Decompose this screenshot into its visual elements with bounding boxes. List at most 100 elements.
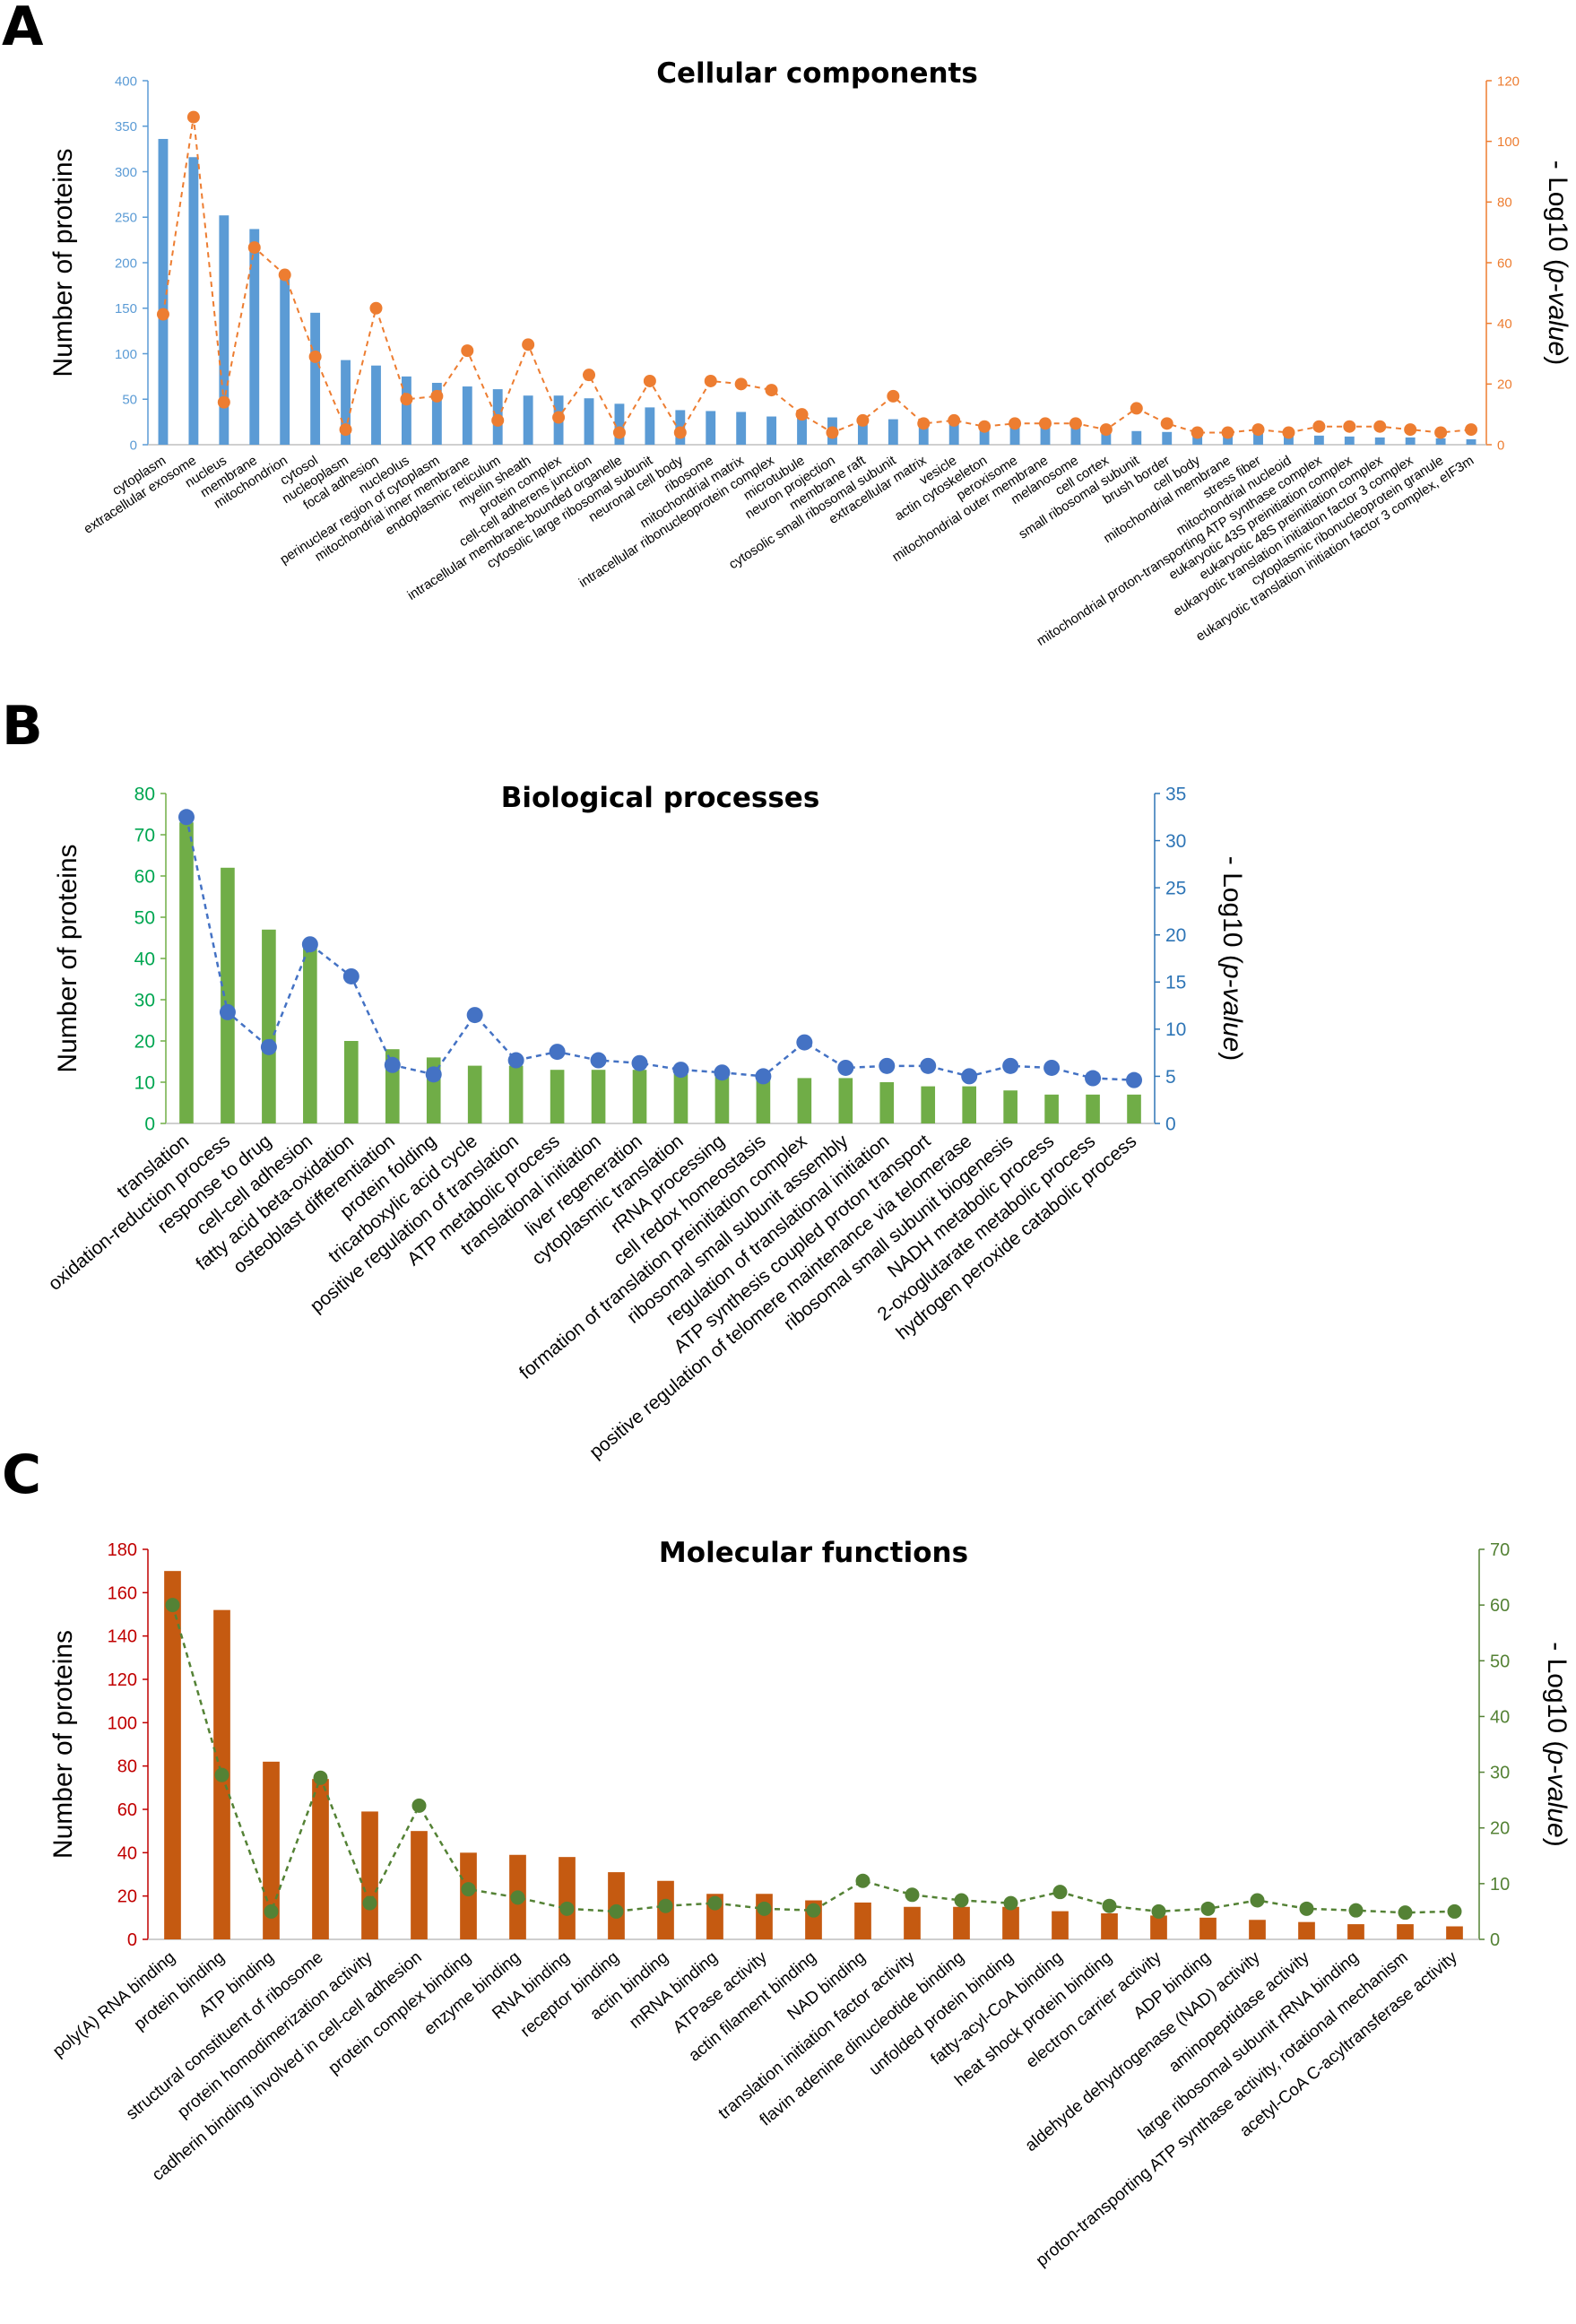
right-tick-label: 0 bbox=[1490, 1930, 1500, 1950]
pvalue-line bbox=[171, 1604, 1455, 1915]
left-tick-label: 20 bbox=[134, 1031, 155, 1052]
left-tick-label: 40 bbox=[117, 1843, 137, 1863]
right-tick-label: 30 bbox=[1165, 831, 1186, 852]
bar bbox=[645, 407, 655, 445]
pvalue-point bbox=[1398, 1905, 1413, 1921]
right-tick-label: 60 bbox=[1490, 1596, 1510, 1616]
pvalue-point bbox=[673, 426, 687, 439]
right-tick-label: 5 bbox=[1165, 1067, 1176, 1088]
right-tick-label: 0 bbox=[1165, 1114, 1176, 1134]
right-tick-label: 70 bbox=[1490, 1540, 1510, 1560]
bar bbox=[766, 416, 777, 445]
pvalue-point bbox=[491, 413, 505, 427]
pvalue-point bbox=[1343, 420, 1356, 433]
pvalue-point bbox=[795, 408, 809, 421]
pvalue-point bbox=[590, 1052, 607, 1069]
bar bbox=[467, 1065, 482, 1123]
pvalue-point bbox=[411, 1798, 427, 1813]
pvalue-point bbox=[522, 338, 535, 351]
right-tick-label: 20 bbox=[1497, 377, 1512, 393]
bar bbox=[219, 215, 229, 445]
pvalue-point bbox=[1200, 1901, 1216, 1916]
pvalue-point bbox=[948, 413, 961, 427]
bar bbox=[1002, 1906, 1019, 1939]
pvalue-point bbox=[1069, 417, 1082, 430]
left-tick-label: 50 bbox=[122, 393, 137, 408]
left-tick-label: 250 bbox=[115, 211, 137, 226]
bar bbox=[179, 822, 194, 1123]
y2-title-part: - Log10 ( bbox=[1542, 1642, 1572, 1749]
pvalue-point bbox=[879, 1057, 896, 1074]
bar bbox=[584, 398, 594, 445]
pvalue-point bbox=[612, 426, 626, 439]
pvalue-point bbox=[1038, 417, 1052, 430]
pvalue-point bbox=[156, 308, 169, 321]
bar bbox=[249, 229, 260, 445]
left-tick-label: 180 bbox=[108, 1540, 137, 1560]
bar bbox=[262, 929, 276, 1123]
left-tick-label: 300 bbox=[115, 165, 137, 180]
right-tick-label: 40 bbox=[1497, 317, 1512, 332]
pvalue-point bbox=[1126, 1071, 1143, 1088]
right-tick-label: 15 bbox=[1165, 973, 1186, 993]
pvalue-point bbox=[1434, 426, 1448, 439]
bar bbox=[854, 1902, 871, 1939]
bar bbox=[1101, 1913, 1118, 1939]
bar bbox=[1052, 1911, 1069, 1939]
pvalue-point bbox=[384, 1056, 401, 1073]
pvalue-point bbox=[609, 1903, 624, 1919]
bar bbox=[1249, 1920, 1266, 1939]
right-tick-label: 20 bbox=[1490, 1819, 1510, 1839]
bar bbox=[1131, 430, 1142, 445]
pvalue-point bbox=[856, 413, 870, 427]
pvalue-point bbox=[461, 344, 474, 358]
pvalue-point bbox=[1282, 426, 1295, 439]
pvalue-point bbox=[217, 395, 230, 409]
bar bbox=[371, 365, 381, 445]
bar bbox=[164, 1571, 181, 1939]
bar bbox=[1150, 1915, 1167, 1939]
pvalue-point bbox=[796, 1034, 813, 1051]
pvalue-point bbox=[247, 241, 261, 255]
bar bbox=[1374, 437, 1385, 445]
left-tick-label: 20 bbox=[117, 1887, 137, 1907]
pvalue-point bbox=[806, 1903, 821, 1918]
bar bbox=[1070, 427, 1081, 445]
panel-letter: B bbox=[2, 695, 43, 758]
bar bbox=[797, 1078, 812, 1123]
panel-letter: A bbox=[2, 0, 44, 58]
pvalue-point bbox=[1102, 1898, 1117, 1913]
bar bbox=[1040, 426, 1051, 445]
bar bbox=[857, 418, 868, 445]
pvalue-point bbox=[1002, 1057, 1019, 1074]
pvalue-point bbox=[219, 1003, 236, 1020]
left-tick-label: 140 bbox=[108, 1627, 137, 1647]
bar bbox=[888, 419, 898, 445]
bar bbox=[1446, 1926, 1463, 1939]
right-tick-label: 30 bbox=[1490, 1764, 1510, 1783]
left-tick-label: 30 bbox=[134, 990, 155, 1010]
pvalue-point bbox=[362, 1895, 377, 1911]
bar bbox=[341, 360, 351, 445]
y2-title-part: - Log10 ( bbox=[1543, 160, 1572, 268]
bar bbox=[1162, 431, 1173, 445]
pvalue-point bbox=[552, 411, 566, 424]
pvalue-point bbox=[1465, 423, 1478, 437]
bar bbox=[1044, 1094, 1059, 1123]
right-tick-label: 60 bbox=[1497, 256, 1512, 271]
bar bbox=[508, 1065, 524, 1123]
pvalue-line bbox=[185, 817, 1135, 1081]
y2-title-part: ) bbox=[1217, 1052, 1247, 1061]
pvalue-point bbox=[559, 1901, 575, 1916]
left-tick-label: 120 bbox=[108, 1670, 137, 1690]
pvalue-point bbox=[313, 1770, 328, 1785]
bar bbox=[756, 1894, 773, 1939]
bar bbox=[1086, 1094, 1100, 1123]
pvalue-point bbox=[178, 809, 195, 826]
pvalue-point bbox=[264, 1903, 279, 1919]
pvalue-line bbox=[162, 117, 1472, 435]
pvalue-point bbox=[1052, 1885, 1068, 1900]
pvalue-point bbox=[1009, 417, 1022, 430]
pvalue-point bbox=[920, 1057, 937, 1074]
